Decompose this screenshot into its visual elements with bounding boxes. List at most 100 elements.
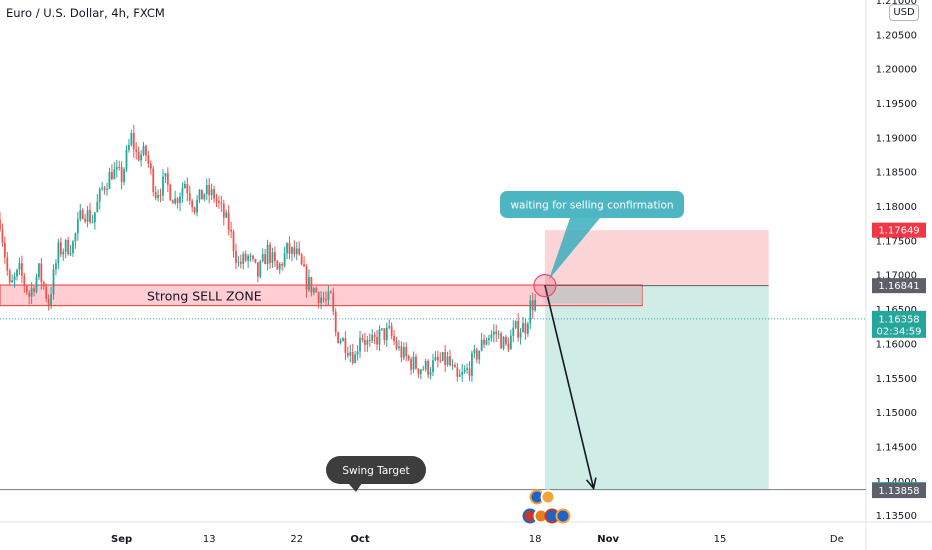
- y-tick-label: 1.15000: [876, 408, 917, 419]
- candle-body: [259, 261, 262, 277]
- candle-body: [213, 189, 215, 199]
- candle-body: [300, 254, 303, 265]
- candle-body: [96, 201, 99, 213]
- candle-body: [468, 368, 471, 376]
- candle-body: [395, 340, 398, 349]
- candle-body: [193, 207, 196, 213]
- candle-body: [531, 300, 534, 311]
- candle-body: [227, 212, 230, 230]
- candle-body: [42, 282, 45, 287]
- candle-body: [64, 240, 67, 252]
- candle-body: [67, 240, 70, 255]
- candle-body: [417, 368, 420, 375]
- candle-body: [149, 163, 152, 169]
- candle-body: [145, 145, 147, 156]
- callout-pointer: [548, 218, 600, 280]
- confirmation-circle: [533, 274, 557, 298]
- candle-body: [196, 199, 198, 213]
- current-price-tag-box: [872, 310, 926, 338]
- candle-body: [108, 171, 111, 189]
- candle-body: [485, 340, 488, 345]
- candle-body: [278, 263, 281, 270]
- candle-body: [98, 188, 101, 202]
- candle-body: [529, 300, 532, 324]
- candle-body: [286, 242, 288, 254]
- candle-body: [500, 333, 503, 349]
- candle-body: [176, 198, 179, 203]
- candle-body: [283, 253, 286, 266]
- candle-body: [524, 323, 527, 334]
- candle-body: [198, 189, 201, 200]
- candle-body: [356, 351, 359, 355]
- candle-body: [242, 253, 245, 264]
- candle-body: [512, 327, 515, 336]
- candle-body: [393, 336, 395, 341]
- candle-body: [261, 254, 264, 262]
- candle-body: [93, 212, 96, 223]
- y-tick-label: 1.18500: [876, 168, 917, 179]
- x-tick-label: Oct: [350, 534, 369, 545]
- candle-body: [103, 187, 106, 190]
- candle-body: [497, 333, 500, 335]
- y-tick-label: 1.14500: [876, 442, 917, 453]
- candle-body: [203, 193, 206, 200]
- candle-body: [361, 337, 364, 341]
- candle-body: [456, 367, 459, 377]
- entry-box-rectangle: [544, 287, 643, 304]
- candle-body: [47, 298, 50, 306]
- target-arrow-head: [585, 477, 597, 491]
- candle-body: [30, 288, 33, 297]
- candle-body: [383, 328, 386, 341]
- price-tag-label: 1.17649: [878, 226, 919, 237]
- countdown-tag-label: 02:34:59: [877, 326, 922, 337]
- candle-body: [329, 291, 332, 293]
- candle-body: [463, 370, 466, 373]
- candle-body: [84, 218, 87, 222]
- candle-body: [16, 269, 18, 277]
- candle-body: [473, 349, 476, 354]
- event-flag-icon: [555, 508, 571, 524]
- candle-body: [429, 372, 432, 375]
- candle-body: [264, 254, 267, 265]
- candle-body: [162, 176, 164, 196]
- candle-body: [478, 350, 481, 360]
- candle-body: [1, 229, 4, 243]
- candle-body: [354, 354, 357, 364]
- y-tick-label: 1.20500: [876, 30, 917, 41]
- candle-body: [130, 133, 133, 145]
- candle-body: [439, 360, 442, 362]
- candle-body: [52, 269, 55, 295]
- x-tick-label: 15: [714, 534, 727, 545]
- candle-body: [210, 189, 213, 196]
- candle-body: [0, 219, 1, 230]
- candle-body: [434, 356, 437, 361]
- candle-body: [424, 360, 427, 370]
- y-tick-label: 1.17500: [876, 236, 917, 247]
- candle-body: [57, 242, 60, 264]
- candle-body: [205, 185, 208, 194]
- callout-swing-target-box: [326, 456, 426, 484]
- candle-body: [432, 360, 434, 373]
- candle-body: [25, 285, 28, 293]
- sell-zone-label: Strong SELL ZONE: [147, 288, 262, 303]
- candle-body: [305, 266, 308, 290]
- symbol-title[interactable]: Euro / U.S. Dollar, 4h, FXCM: [6, 6, 165, 20]
- candle-body: [322, 297, 325, 300]
- candle-body: [239, 261, 242, 264]
- x-tick-label: De: [830, 534, 844, 545]
- candle-body: [458, 374, 461, 377]
- candle-body: [444, 352, 447, 365]
- candle-body: [147, 155, 150, 164]
- candle-body: [132, 133, 135, 150]
- currency-button[interactable]: USD: [889, 4, 919, 21]
- price-tag-label: 1.16841: [878, 281, 919, 292]
- candle-body: [13, 276, 16, 281]
- price-tag-box: [872, 222, 926, 238]
- candles-group: [0, 124, 537, 382]
- candle-body: [20, 263, 23, 276]
- candle-body: [38, 263, 40, 278]
- candle-body: [366, 339, 369, 345]
- candle-body: [363, 340, 366, 345]
- candle-body: [86, 210, 89, 222]
